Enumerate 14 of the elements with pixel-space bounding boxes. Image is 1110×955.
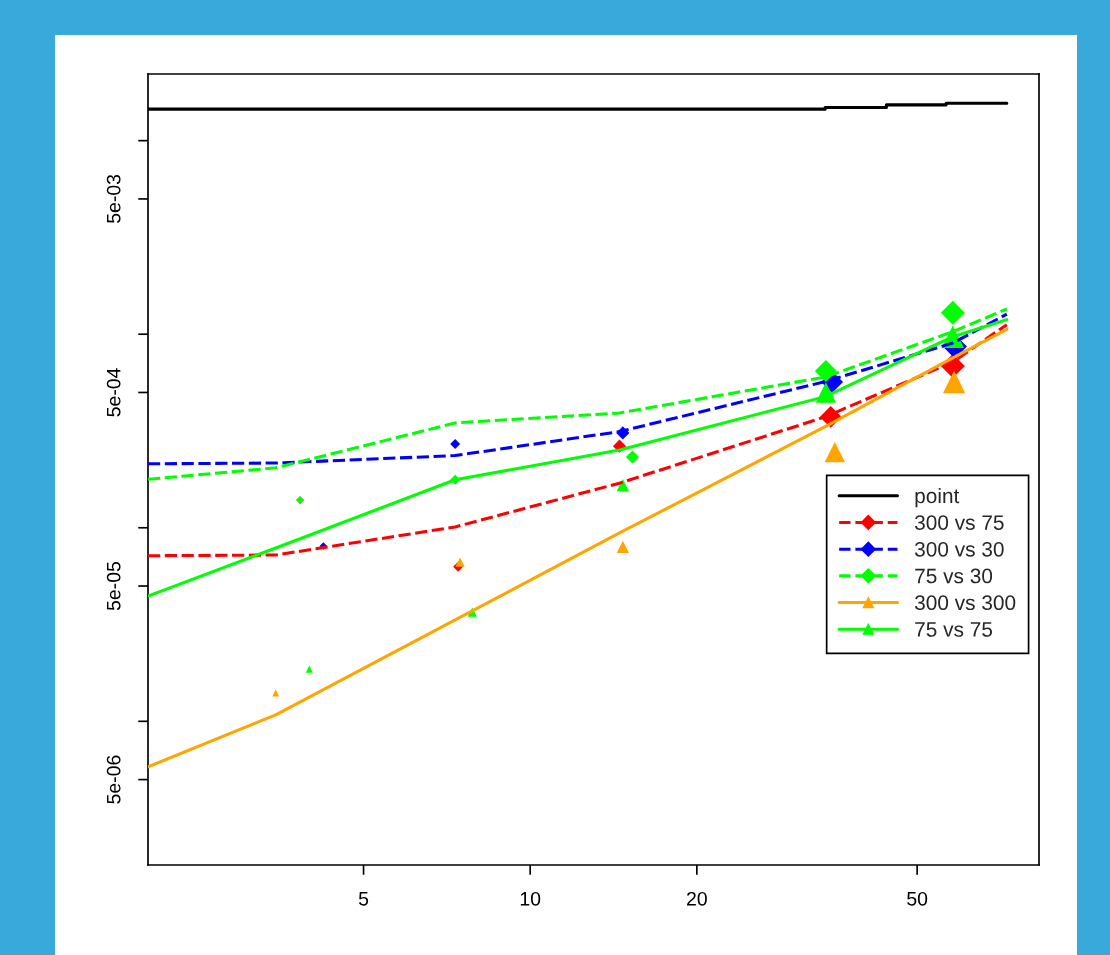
y-tick-label: 5e-03 — [106, 174, 121, 224]
legend-label: 300 vs 300 — [914, 595, 1016, 611]
x-tick-label: 5 — [358, 892, 369, 906]
y-tick-label: 5e-05 — [106, 561, 121, 611]
legend-label: point — [915, 487, 960, 508]
legend-label: 300 vs 75 — [914, 515, 1004, 530]
legend-label: 75 vs 75 — [915, 622, 993, 637]
x-tick-label: 50 — [907, 891, 928, 906]
legend-label: 300 vs 30 — [914, 541, 1004, 557]
y-tick-label: 5e-06 — [106, 755, 121, 804]
y-tick-label: 5e-04 — [106, 368, 121, 417]
legend-label: 75 vs 30 — [915, 568, 993, 584]
x-tick-label: 20 — [687, 891, 707, 906]
x-tick-label: 10 — [520, 891, 541, 906]
